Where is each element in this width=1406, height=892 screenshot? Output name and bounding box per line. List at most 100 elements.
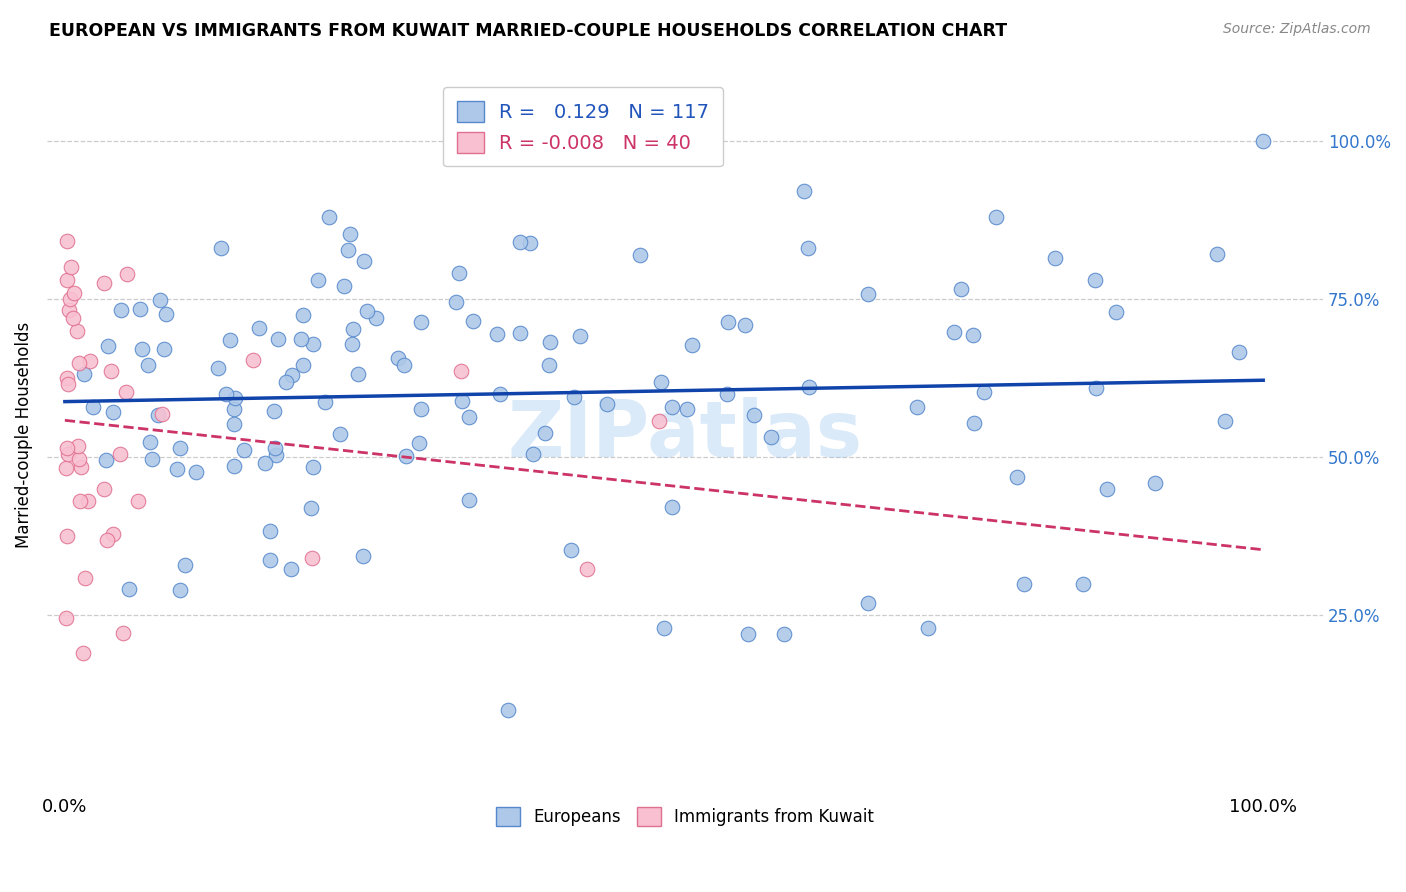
Point bbox=[759, 430, 782, 444]
Point bbox=[628, 247, 651, 261]
Point bbox=[942, 325, 965, 339]
Point bbox=[97, 339, 120, 353]
Point bbox=[69, 355, 91, 369]
Point bbox=[409, 402, 432, 417]
Text: ZIPatlas: ZIPatlas bbox=[508, 397, 862, 473]
Point bbox=[562, 390, 585, 404]
Point bbox=[69, 493, 91, 508]
Point bbox=[575, 561, 598, 575]
Point bbox=[1144, 475, 1167, 490]
Point bbox=[73, 367, 96, 381]
Point bbox=[450, 394, 472, 409]
Point bbox=[681, 338, 703, 352]
Point bbox=[488, 386, 510, 401]
Point bbox=[973, 385, 995, 400]
Point bbox=[169, 441, 191, 455]
Point bbox=[55, 611, 77, 625]
Point bbox=[342, 322, 364, 336]
Point bbox=[356, 304, 378, 318]
Point bbox=[242, 352, 264, 367]
Point bbox=[392, 358, 415, 372]
Point bbox=[153, 342, 176, 356]
Point bbox=[650, 375, 672, 389]
Point bbox=[301, 460, 323, 475]
Point bbox=[267, 332, 290, 346]
Point bbox=[281, 368, 304, 382]
Point bbox=[118, 582, 141, 596]
Point bbox=[69, 460, 91, 475]
Point bbox=[856, 596, 879, 610]
Point bbox=[336, 244, 359, 258]
Point bbox=[149, 293, 172, 307]
Point bbox=[103, 527, 125, 541]
Point bbox=[55, 370, 77, 384]
Point bbox=[1213, 414, 1236, 428]
Point bbox=[353, 254, 375, 268]
Point bbox=[408, 436, 430, 450]
Point bbox=[962, 327, 984, 342]
Point bbox=[232, 443, 254, 458]
Point bbox=[129, 301, 152, 316]
Point bbox=[264, 448, 287, 462]
Point bbox=[1084, 273, 1107, 287]
Point bbox=[174, 558, 197, 572]
Point bbox=[58, 303, 80, 318]
Point bbox=[596, 397, 619, 411]
Point bbox=[449, 266, 471, 280]
Point bbox=[737, 627, 759, 641]
Point bbox=[463, 314, 485, 328]
Point bbox=[1227, 344, 1250, 359]
Point bbox=[55, 529, 77, 543]
Point bbox=[1206, 246, 1229, 260]
Point bbox=[318, 210, 340, 224]
Point bbox=[1085, 381, 1108, 395]
Point bbox=[716, 387, 738, 401]
Point bbox=[280, 561, 302, 575]
Point bbox=[127, 494, 149, 508]
Point bbox=[184, 465, 207, 479]
Point bbox=[224, 401, 246, 416]
Point bbox=[1097, 482, 1119, 496]
Point bbox=[59, 292, 82, 306]
Point bbox=[100, 364, 122, 378]
Point bbox=[93, 276, 115, 290]
Point bbox=[773, 627, 796, 641]
Point bbox=[79, 354, 101, 368]
Point bbox=[299, 501, 322, 516]
Point bbox=[560, 542, 582, 557]
Point bbox=[96, 533, 118, 547]
Point bbox=[652, 621, 675, 635]
Point bbox=[1105, 305, 1128, 319]
Point bbox=[411, 315, 433, 329]
Point bbox=[56, 377, 79, 392]
Point bbox=[292, 358, 315, 372]
Point bbox=[917, 621, 939, 635]
Point bbox=[59, 260, 82, 275]
Point bbox=[986, 210, 1008, 224]
Point bbox=[101, 405, 124, 419]
Point bbox=[62, 310, 84, 325]
Point bbox=[675, 402, 697, 417]
Point bbox=[458, 409, 481, 424]
Point bbox=[314, 394, 336, 409]
Legend: Europeans, Immigrants from Kuwait: Europeans, Immigrants from Kuwait bbox=[488, 799, 882, 834]
Point bbox=[55, 441, 77, 455]
Point bbox=[215, 387, 238, 401]
Point bbox=[138, 359, 160, 373]
Point bbox=[522, 447, 544, 461]
Point bbox=[450, 364, 472, 378]
Point bbox=[224, 458, 246, 473]
Point bbox=[224, 391, 246, 405]
Point bbox=[63, 285, 86, 300]
Point bbox=[301, 550, 323, 565]
Point bbox=[352, 549, 374, 563]
Point bbox=[139, 435, 162, 450]
Point bbox=[55, 234, 77, 248]
Point bbox=[263, 441, 285, 455]
Point bbox=[111, 625, 134, 640]
Point bbox=[150, 407, 173, 421]
Point bbox=[329, 426, 352, 441]
Point bbox=[131, 342, 153, 356]
Point bbox=[259, 524, 281, 539]
Point bbox=[1012, 576, 1035, 591]
